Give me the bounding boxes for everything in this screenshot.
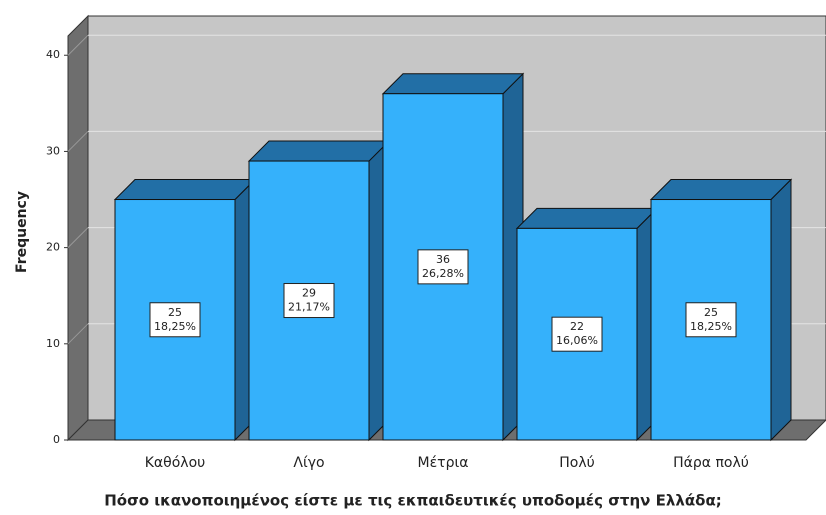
grid-line <box>67 323 89 345</box>
bar-top <box>381 73 525 95</box>
bar-top <box>649 179 793 201</box>
percent-label: 18,25% <box>154 320 196 333</box>
value-label: 25 <box>168 306 182 319</box>
value-label: 29 <box>302 287 316 300</box>
percent-label: 16,06% <box>556 334 598 347</box>
value-label: 22 <box>570 320 584 333</box>
grid-line <box>67 227 89 248</box>
value-label: 25 <box>704 306 718 319</box>
bar-top <box>113 179 257 201</box>
left-wall <box>67 14 89 442</box>
y-tick-label: 10 <box>46 337 60 350</box>
value-label-box <box>417 249 469 285</box>
y-axis-title: Frequency <box>14 191 30 273</box>
percent-label: 26,28% <box>422 267 464 280</box>
grid-line <box>67 131 89 152</box>
x-tick-label: Λίγο <box>293 455 324 471</box>
x-tick-label: Μέτρια <box>418 455 469 471</box>
bar-top <box>515 207 659 229</box>
y-tick-label: 0 <box>53 433 60 446</box>
grid-line <box>67 34 89 56</box>
x-axis-title: Πόσο ικανοποιημένος είστε με τις εκπαιδε… <box>104 492 722 510</box>
value-label-box <box>685 302 737 338</box>
y-tick-label: 20 <box>46 241 60 254</box>
value-label-box <box>551 316 603 352</box>
y-tick-label: 30 <box>46 144 60 157</box>
y-tick-label: 40 <box>46 48 60 61</box>
x-tick-label: Καθόλου <box>145 455 206 471</box>
percent-label: 18,25% <box>690 320 732 333</box>
bar-top <box>247 140 391 162</box>
x-tick-label: Πάρα πολύ <box>673 455 749 471</box>
x-tick-label: Πολύ <box>559 455 594 471</box>
value-label-box <box>283 283 335 319</box>
value-label: 36 <box>436 253 450 266</box>
bar-side <box>770 178 792 442</box>
percent-label: 21,17% <box>288 301 330 314</box>
value-label-box <box>149 302 201 338</box>
